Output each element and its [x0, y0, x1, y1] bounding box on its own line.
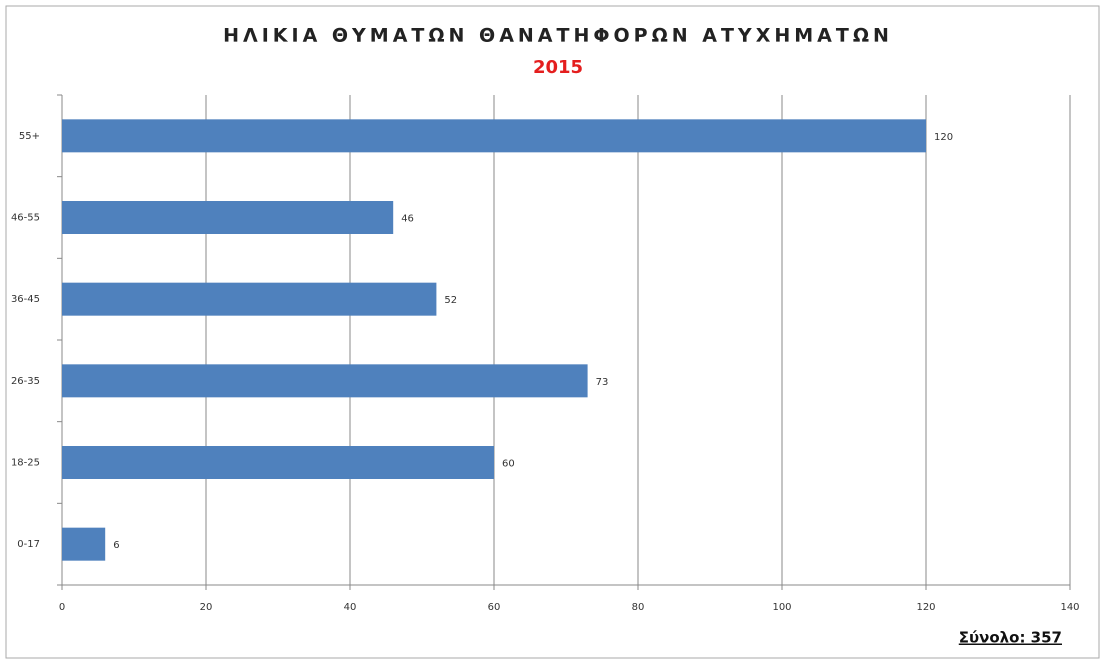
y-tick-label: 26-35 [11, 376, 40, 387]
y-tick-label: 46-55 [11, 213, 40, 224]
y-tick-label: 0-17 [17, 539, 40, 550]
data-label: 52 [444, 295, 457, 306]
y-tick-label: 55+ [19, 131, 40, 142]
x-tick-label: 100 [772, 602, 791, 613]
bar [62, 119, 926, 153]
bar [62, 201, 394, 234]
chart-title: ΗΛΙΚΙΑ ΘΥΜΑΤΩΝ ΘΑΝΑΤΗΦΟΡΩΝ ΑΤΥΧΗΜΑΤΩΝ [223, 25, 893, 47]
data-label: 73 [596, 377, 609, 388]
x-tick-label: 80 [632, 602, 645, 613]
data-label: 60 [502, 459, 515, 470]
chart-subtitle: 2015 [533, 57, 583, 78]
bar [62, 364, 588, 398]
data-label: 46 [401, 214, 414, 225]
x-tick-label: 20 [200, 602, 213, 613]
total-annotation: Σύνολο: 357 [959, 629, 1062, 647]
bar [62, 527, 106, 561]
y-tick-label: 18-25 [11, 458, 40, 469]
data-label: 6 [113, 540, 119, 551]
x-tick-label: 40 [344, 602, 357, 613]
y-tick-label: 36-45 [11, 294, 40, 305]
bar [62, 446, 494, 479]
bar [62, 282, 437, 316]
x-tick-label: 0 [59, 602, 65, 613]
x-tick-label: 140 [1060, 602, 1079, 613]
data-label: 120 [934, 132, 953, 143]
x-tick-label: 120 [916, 602, 935, 613]
x-tick-label: 60 [488, 602, 501, 613]
chart-border [5, 5, 1100, 659]
